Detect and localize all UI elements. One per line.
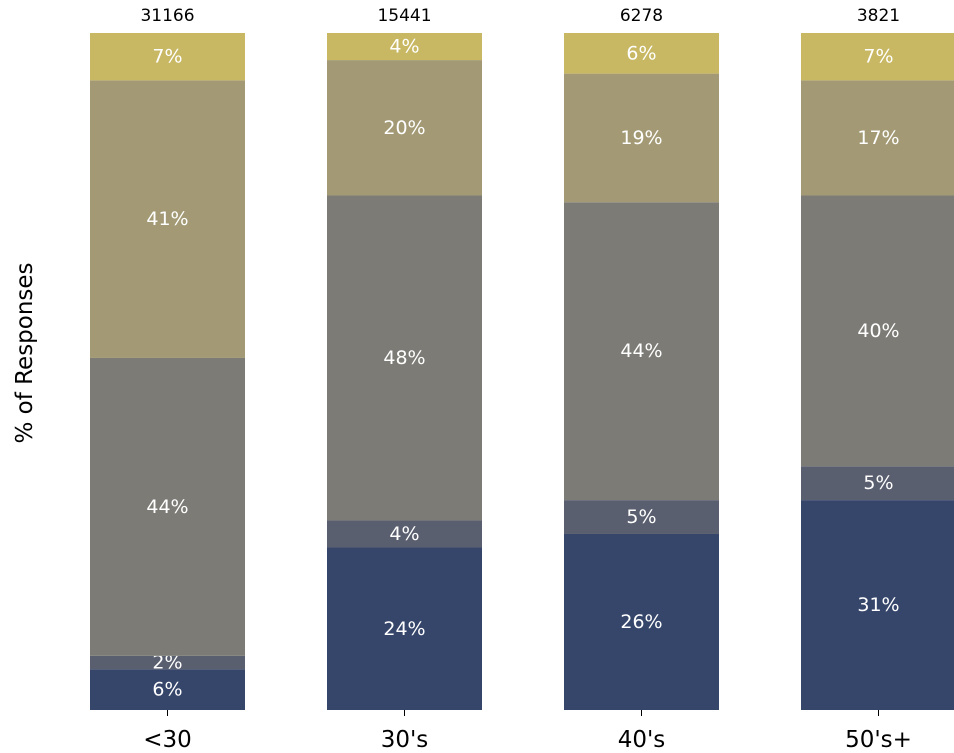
bar-segment (327, 547, 482, 710)
data-label: 5% (626, 506, 656, 528)
data-label: 5% (863, 472, 893, 494)
y-axis-label: % of Responses (12, 262, 38, 443)
bar-segment (327, 33, 482, 61)
data-label: 31% (857, 594, 899, 616)
data-label: 6% (626, 42, 656, 64)
data-label: 6% (152, 679, 182, 701)
data-label: 2% (152, 652, 182, 674)
data-label: 44% (146, 496, 188, 518)
bar-total-label: 6278 (620, 6, 663, 26)
bar-segment (801, 466, 954, 501)
data-label: 7% (152, 46, 182, 68)
data-label: 48% (383, 347, 425, 369)
bar-segment (564, 533, 719, 710)
bar-segment (90, 80, 245, 358)
bar-segment (801, 195, 954, 467)
x-tick-label: <30 (143, 727, 192, 753)
data-label: 7% (863, 46, 893, 68)
bar-segment (90, 655, 245, 670)
data-label: 17% (857, 127, 899, 149)
bar-total-label: 15441 (377, 6, 431, 26)
data-label: 4% (389, 523, 419, 545)
bar-total-label: 31166 (140, 6, 194, 26)
bar-segment (90, 669, 245, 710)
bar-segment (327, 195, 482, 521)
bar-total-label: 3821 (857, 6, 900, 26)
data-label: 40% (857, 320, 899, 342)
bar-segment (801, 500, 954, 710)
x-tick-label: 40's (618, 727, 666, 753)
bar-segment (801, 33, 954, 81)
bar-segment (564, 33, 719, 74)
x-tick-label: 30's (381, 727, 429, 753)
data-label: 20% (383, 117, 425, 139)
bar-segment (564, 500, 719, 534)
bar-segment (801, 80, 954, 196)
data-label: 26% (620, 611, 662, 633)
data-label: 41% (146, 208, 188, 230)
bars-group: 6% 2% 44% 41% 7% 31166 <30 24% 4% 48% 20% 4% 15441 30… (90, 6, 954, 753)
data-label: 44% (620, 340, 662, 362)
bar-segment (327, 60, 482, 196)
bar-segment (90, 357, 245, 656)
data-label: 4% (389, 36, 419, 58)
bar-segment (564, 73, 719, 203)
bar-segment (327, 520, 482, 548)
bar-segment (90, 33, 245, 81)
data-label: 24% (383, 618, 425, 640)
data-label: 19% (620, 127, 662, 149)
x-tick-label: 50's+ (845, 727, 912, 753)
bar-segment (564, 202, 719, 501)
